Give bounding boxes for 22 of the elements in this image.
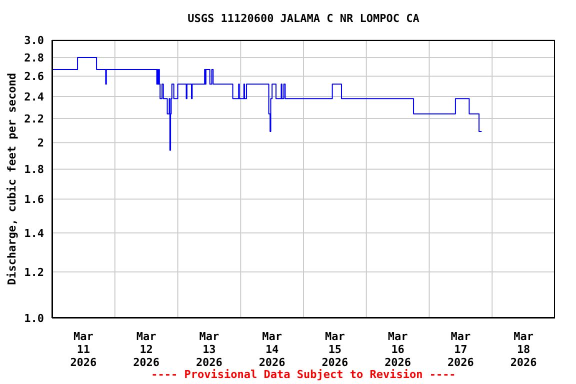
y-tick-label: 2: [37, 136, 44, 150]
x-tick-label: Mar 16 2026: [384, 330, 412, 369]
y-tick-label: 1.6: [24, 192, 44, 206]
chart-title: USGS 11120600 JALAMA C NR LOMPOC CA: [186, 12, 420, 25]
y-tick-label: 1.8: [24, 163, 44, 176]
y-tick-label: 1.0: [24, 312, 44, 325]
y-axis-title: Discharge, cubic feet per second: [6, 73, 18, 285]
y-tick-label: 1.4: [24, 226, 44, 240]
y-tick-label: 2.4: [24, 90, 44, 104]
x-tick-label: Mar 13 2026: [196, 330, 223, 369]
y-tick-label: 3.0: [24, 34, 44, 47]
text: ---- Provisional Data Subject to Revision ----: [150, 368, 457, 381]
y-tick-label: 2.6: [24, 70, 44, 84]
x-tick-label: Mar 18 2026: [510, 330, 538, 369]
x-tick-label: Mar 12 2026: [133, 330, 160, 369]
y-tick-label: 2.8: [24, 51, 44, 64]
x-tick-label: Mar 14 2026: [258, 330, 286, 369]
y-tick-label: 2.2: [24, 112, 44, 126]
x-tick-label: Mar 17 2026: [447, 330, 474, 369]
y-tick-label: 1.2: [24, 266, 44, 279]
x-tick-label: Mar 11 2026: [70, 330, 98, 369]
x-tick-label: Mar 15 2026: [322, 330, 349, 369]
